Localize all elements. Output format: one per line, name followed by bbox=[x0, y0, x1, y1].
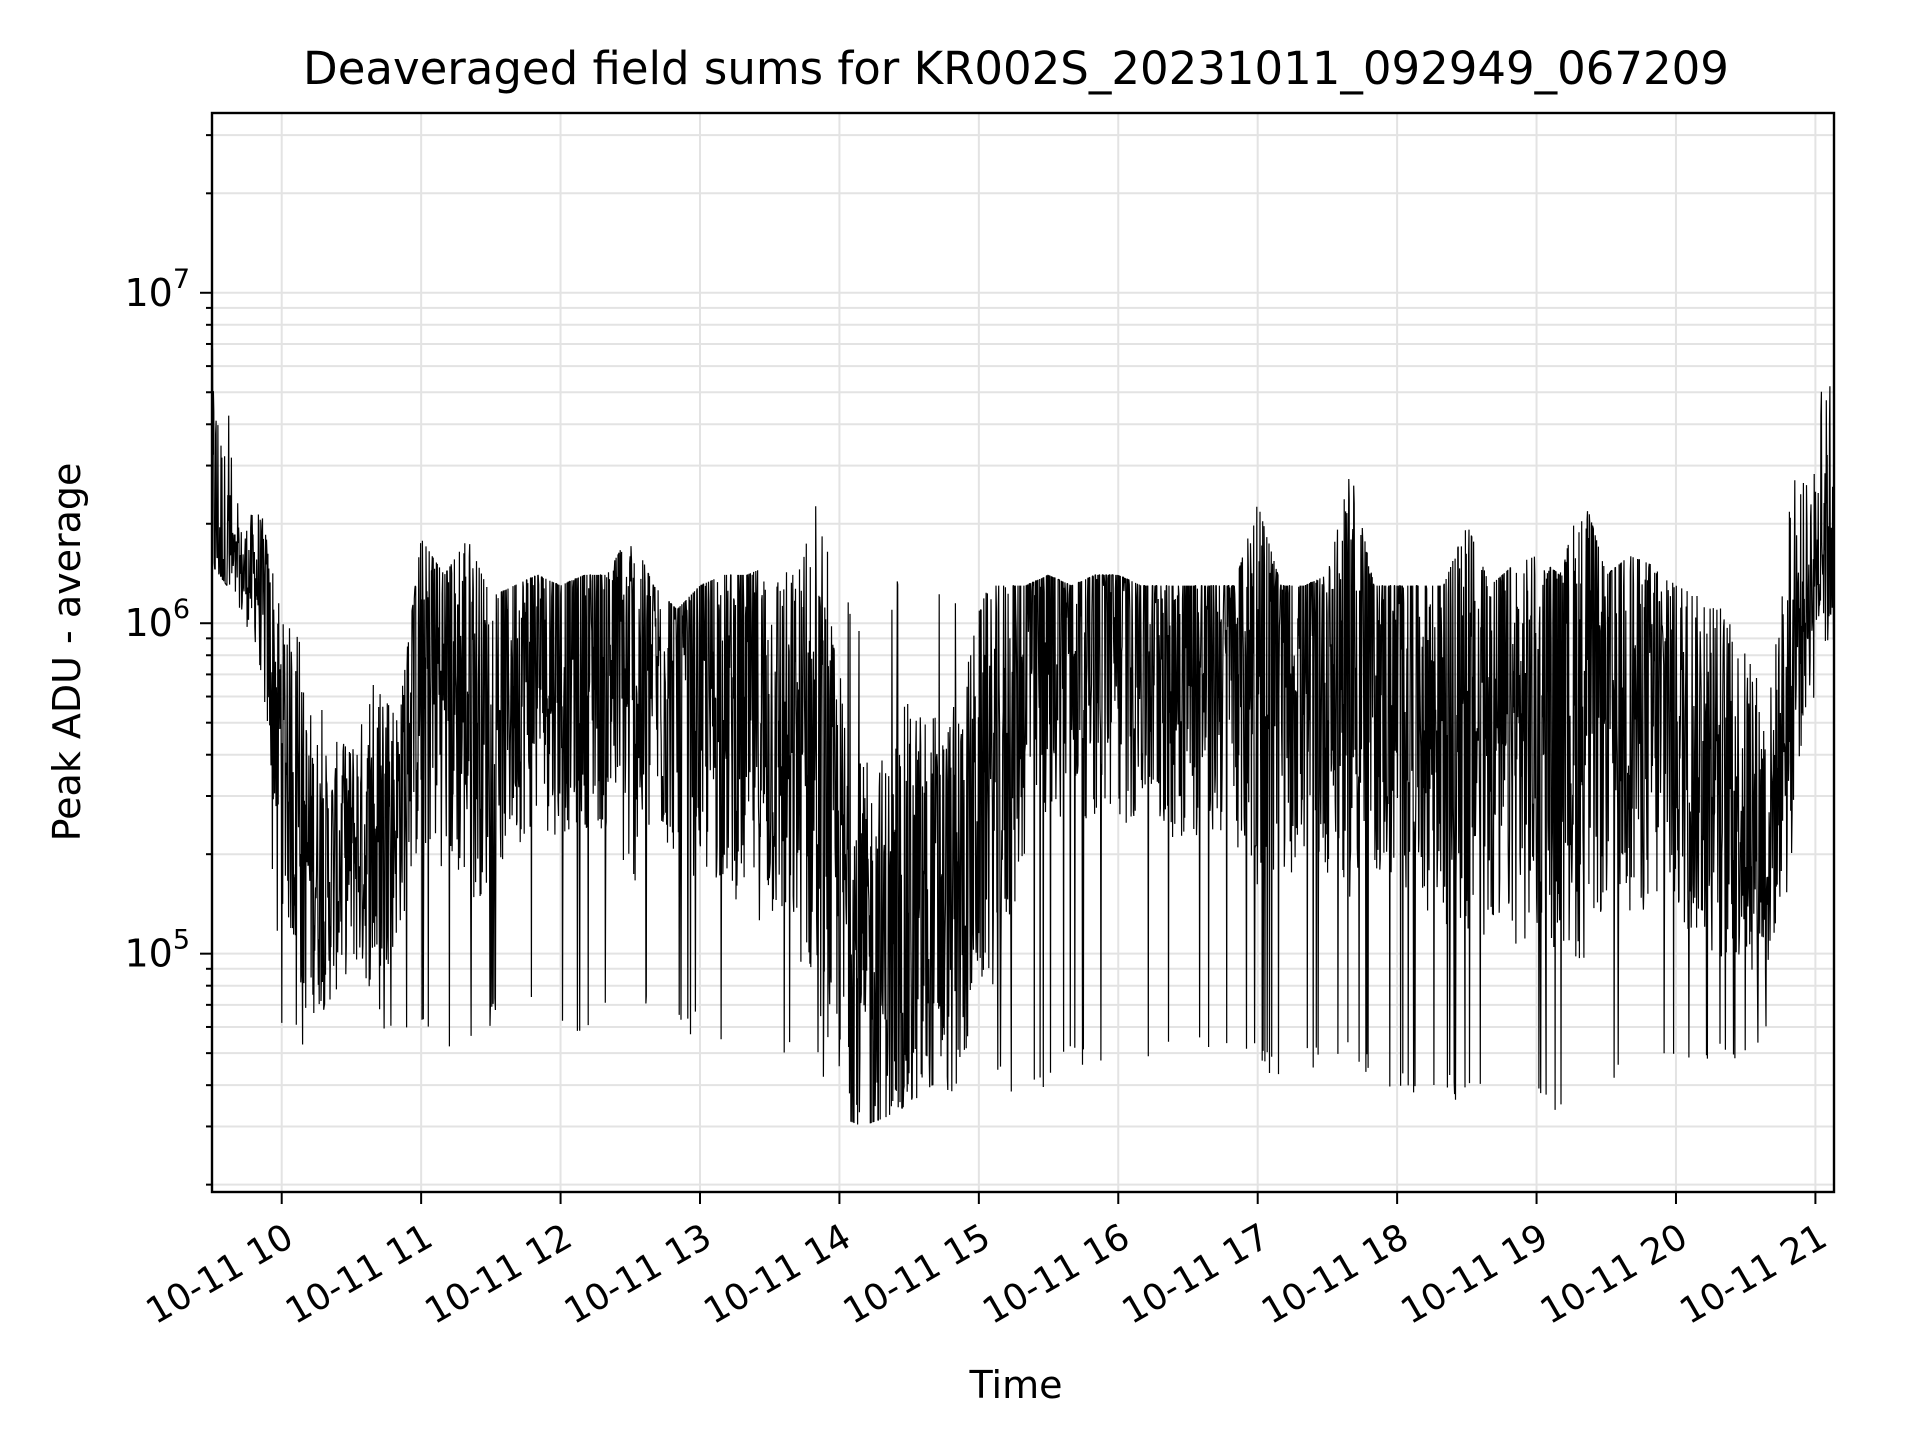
y-axis: 105 106 107 bbox=[124, 134, 212, 1186]
series-line bbox=[211, 348, 1835, 1125]
data-series bbox=[211, 348, 1835, 1125]
plot-area-frame bbox=[210, 111, 1836, 1194]
y-axis-label: Peak ADU - average bbox=[45, 463, 89, 842]
grid-lines bbox=[212, 113, 1834, 1192]
x-axis-label: Time bbox=[969, 1363, 1063, 1407]
y-tick-label: 105 bbox=[124, 925, 190, 976]
chart-title: Deaveraged field sums for KR002S_2023101… bbox=[303, 42, 1729, 95]
y-tick-label: 106 bbox=[124, 594, 190, 645]
y-tick-label: 107 bbox=[124, 264, 190, 315]
